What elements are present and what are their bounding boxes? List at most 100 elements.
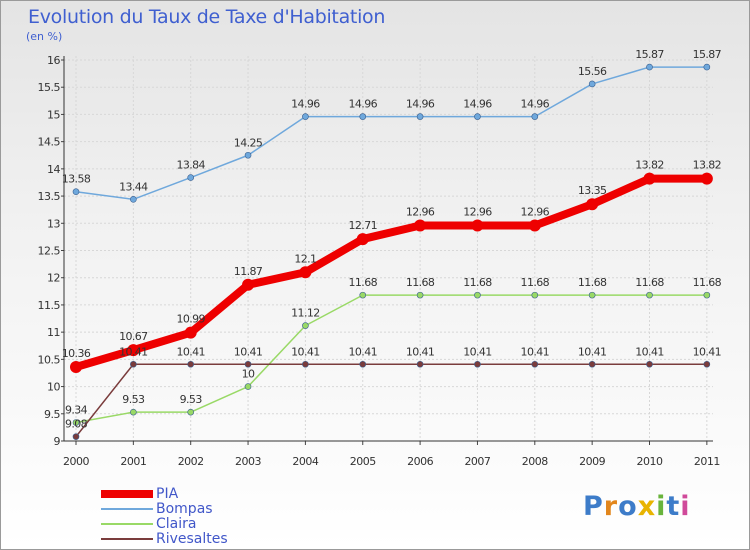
data-point-bompas (72, 188, 80, 196)
data-label-pia: 12.96 (521, 205, 550, 218)
data-label-bompas: 15.56 (578, 65, 607, 78)
y-tick-label: 14 (47, 163, 60, 176)
data-label-bompas: 14.96 (349, 98, 378, 111)
data-label-claira: 9.34 (65, 403, 88, 416)
legend-label-pia: PIA (156, 486, 179, 502)
data-point-rivesaltes (531, 360, 539, 368)
data-label-bompas: 13.44 (119, 180, 148, 193)
data-label-rivesaltes: 10.41 (406, 345, 435, 358)
data-label-pia: 13.82 (693, 159, 722, 172)
y-tick-label: 10 (47, 381, 60, 394)
data-point-pia (700, 172, 713, 185)
y-tick-label: 11 (47, 326, 60, 339)
x-tick-label: 2007 (464, 455, 490, 468)
data-point-pia (356, 233, 369, 246)
data-label-rivesaltes: 10.41 (234, 345, 263, 358)
logo-letter: t (666, 491, 681, 522)
data-point-rivesaltes (72, 433, 80, 440)
data-label-rivesaltes: 10.41 (119, 345, 148, 358)
data-point-claira (588, 291, 596, 299)
data-label-bompas: 14.96 (291, 98, 320, 111)
y-tick-label: 16 (47, 54, 60, 67)
data-label-rivesaltes: 10.41 (521, 345, 550, 358)
data-point-claira (244, 383, 252, 390)
series-line-rivesaltes (75, 363, 707, 438)
y-tick-label: 12.5 (38, 245, 61, 258)
data-label-claira: 11.68 (349, 276, 378, 289)
data-point-pia (471, 219, 484, 232)
legend-swatch-rivesaltes (101, 538, 153, 540)
data-point-claira (187, 408, 194, 416)
data-label-claira: 11.68 (406, 276, 435, 289)
y-tick-label: 13 (47, 217, 60, 230)
data-point-bompas (646, 63, 653, 71)
data-point-rivesaltes (416, 360, 424, 368)
data-point-rivesaltes (130, 360, 137, 368)
data-label-claira: 11.12 (291, 307, 320, 320)
data-point-claira (130, 408, 137, 416)
x-tick-label: 2008 (522, 455, 548, 468)
logo-letter: P (583, 491, 604, 522)
legend-label-bompas: Bompas (156, 501, 213, 517)
y-tick-label: 11.5 (38, 299, 61, 312)
x-tick-label: 2001 (120, 455, 146, 468)
y-axis-unit: (en %) (26, 30, 63, 43)
data-label-bompas: 15.87 (635, 48, 664, 61)
series-line-bompas (75, 66, 707, 201)
legend-swatch-pia (101, 490, 153, 498)
logo-letter: i (680, 491, 691, 522)
y-tick-label: 9 (54, 435, 61, 448)
x-tick-label: 2009 (579, 455, 605, 468)
legend-swatch-claira (101, 523, 153, 525)
data-point-bompas (244, 151, 252, 159)
y-tick-label: 12 (47, 272, 60, 285)
series-line-pia (74, 174, 707, 371)
y-tick-label: 15 (47, 108, 60, 121)
y-tick-label: 10.5 (38, 353, 61, 366)
data-label-rivesaltes: 10.41 (176, 345, 205, 358)
x-tick-label: 2005 (350, 455, 376, 468)
y-tick-label: 13.5 (38, 190, 61, 203)
data-label-claira: 9.53 (122, 393, 145, 406)
data-label-rivesaltes: 10.41 (349, 345, 378, 358)
x-tick-label: 2000 (63, 455, 89, 468)
data-point-bompas (130, 196, 137, 203)
data-label-pia: 12.96 (406, 205, 435, 218)
data-point-bompas (302, 113, 309, 120)
data-point-claira (302, 322, 309, 329)
data-label-claira: 10 (242, 368, 255, 381)
data-point-rivesaltes (244, 360, 252, 368)
data-point-rivesaltes (474, 360, 481, 368)
data-label-claira: 11.68 (578, 276, 607, 289)
data-label-bompas: 14.96 (463, 98, 492, 111)
x-tick-label: 2006 (407, 455, 433, 468)
data-point-rivesaltes (703, 360, 711, 368)
data-point-pia (70, 360, 82, 373)
data-point-pia (299, 266, 312, 279)
data-point-claira (646, 291, 653, 299)
data-point-bompas (474, 113, 481, 120)
data-point-bompas (588, 80, 596, 88)
legend-swatch-bompas (101, 508, 153, 510)
data-point-bompas (703, 63, 711, 71)
chart-title: Evolution du Taux de Taxe d'Habitation (28, 6, 386, 28)
data-point-claira (416, 291, 424, 299)
x-tick-label: 2003 (235, 455, 261, 468)
data-label-bompas: 13.58 (62, 173, 91, 186)
data-label-pia: 10.67 (119, 330, 148, 343)
y-tick-label: 9.5 (44, 408, 60, 421)
data-point-bompas (359, 113, 367, 120)
data-label-bompas: 13.84 (176, 159, 205, 172)
data-point-bompas (416, 113, 424, 120)
series-line-claira (75, 294, 707, 424)
data-label-rivesaltes: 10.41 (463, 345, 492, 358)
data-point-rivesaltes (302, 360, 309, 368)
logo-letter: o (618, 491, 638, 522)
data-label-pia: 13.35 (578, 184, 607, 197)
logo-letter: r (603, 491, 619, 522)
data-point-pia (127, 344, 140, 357)
data-label-pia: 11.87 (234, 265, 263, 278)
data-label-bompas: 14.96 (521, 98, 550, 111)
